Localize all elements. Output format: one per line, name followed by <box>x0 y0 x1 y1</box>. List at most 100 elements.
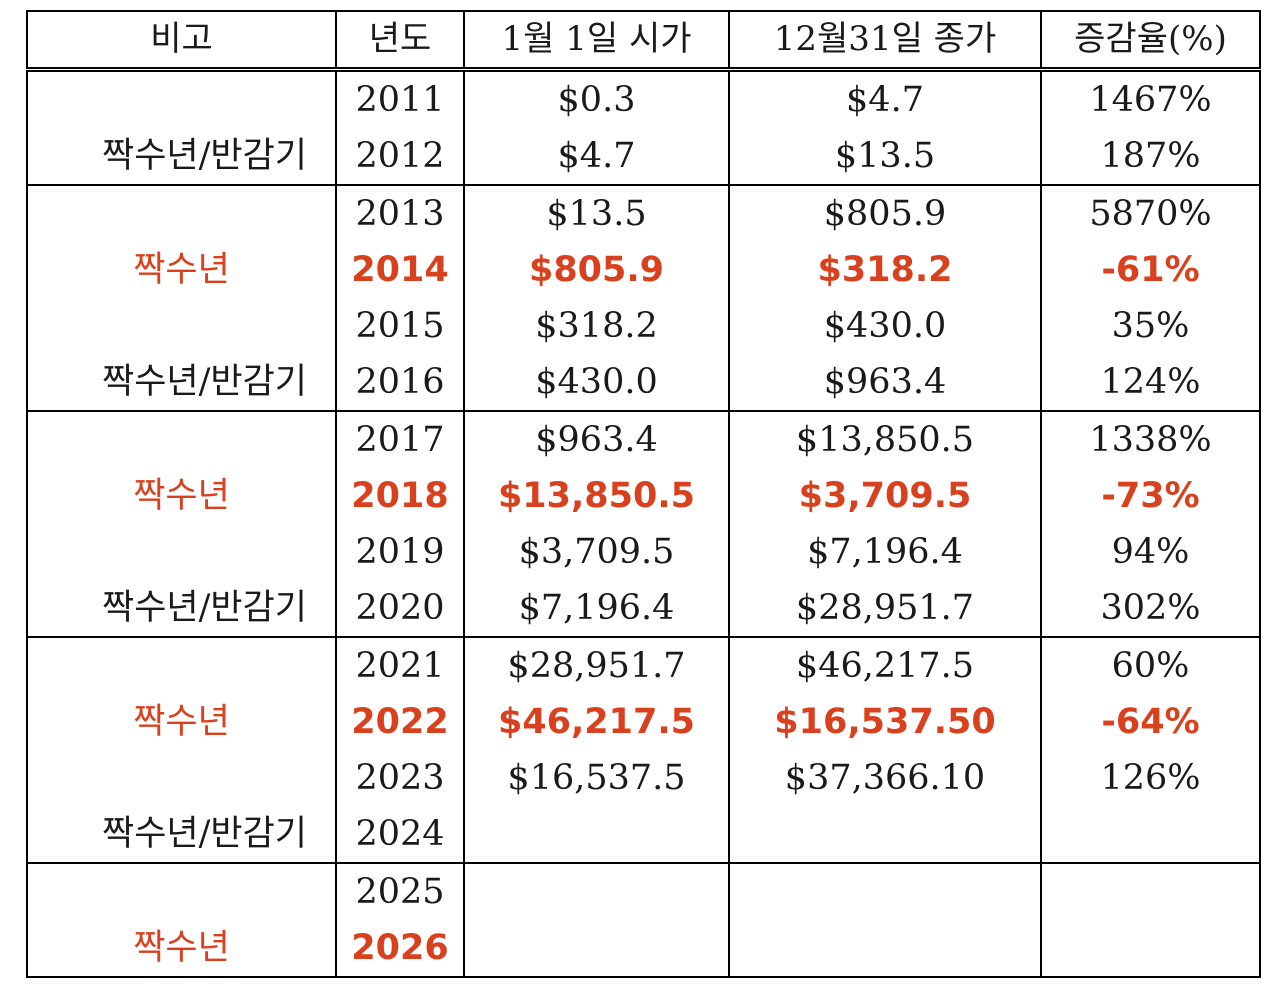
year-cell: 2017 <box>335 411 465 468</box>
table-row: 2025 <box>26 863 1261 920</box>
open-price-cell: $963.4 <box>463 411 730 468</box>
year-cell: 2019 <box>335 524 465 580</box>
open-price-cell: $16,537.5 <box>463 750 730 806</box>
remark-cell: 짝수년/반감기 <box>26 128 337 186</box>
year-cell: 2015 <box>335 298 465 354</box>
change-rate-cell <box>1040 863 1261 920</box>
open-price-cell: $13,850.5 <box>463 468 730 524</box>
close-price-cell: $4.7 <box>728 69 1042 128</box>
remark-cell: 짝수년/반감기 <box>26 354 337 412</box>
close-price-cell: $16,537.50 <box>728 694 1042 750</box>
year-cell: 2022 <box>335 694 465 750</box>
close-price-cell: $13.5 <box>728 128 1042 186</box>
table-row-highlight: 짝수년 2014 $805.9 $318.2 -61% <box>26 242 1261 298</box>
header-row: 비고 년도 1월 1일 시가 12월31일 종가 증감율(%) <box>26 10 1261 72</box>
table-row: 짝수년/반감기 2024 <box>26 806 1261 864</box>
header-remark: 비고 <box>26 10 337 72</box>
year-cell: 2020 <box>335 580 465 638</box>
open-price-cell: $7,196.4 <box>463 580 730 638</box>
change-rate-cell <box>1040 806 1261 864</box>
table-row: 짝수년/반감기 2020 $7,196.4 $28,951.7 302% <box>26 580 1261 638</box>
remark-cell <box>26 863 337 920</box>
change-rate-cell: 5870% <box>1040 185 1261 242</box>
open-price-cell: $0.3 <box>463 69 730 128</box>
table-row: 2021 $28,951.7 $46,217.5 60% <box>26 637 1261 694</box>
remark-cell <box>26 69 337 128</box>
open-price-cell: $28,951.7 <box>463 637 730 694</box>
change-rate-cell: 124% <box>1040 354 1261 412</box>
change-rate-cell: -73% <box>1040 468 1261 524</box>
table-row: 짝수년/반감기 2012 $4.7 $13.5 187% <box>26 128 1261 186</box>
table-row-highlight: 짝수년 2018 $13,850.5 $3,709.5 -73% <box>26 468 1261 524</box>
close-price-cell: $28,951.7 <box>728 580 1042 638</box>
open-price-cell <box>463 920 730 978</box>
year-cell: 2013 <box>335 185 465 242</box>
remark-cell: 짝수년 <box>26 920 337 978</box>
remark-cell: 짝수년/반감기 <box>26 806 337 864</box>
header-open-price: 1월 1일 시가 <box>463 10 730 72</box>
change-rate-cell: 94% <box>1040 524 1261 580</box>
change-rate-cell: 126% <box>1040 750 1261 806</box>
change-rate-cell: 1338% <box>1040 411 1261 468</box>
header-year: 년도 <box>335 10 465 72</box>
table-row: 2011 $0.3 $4.7 1467% <box>26 69 1261 128</box>
change-rate-cell: 187% <box>1040 128 1261 186</box>
remark-cell <box>26 637 337 694</box>
bitcoin-yearly-table-sheet: 비고 년도 1월 1일 시가 12월31일 종가 증감율(%) 2011 $0.… <box>26 10 1261 978</box>
close-price-cell: $318.2 <box>728 242 1042 298</box>
remark-cell: 짝수년 <box>26 468 337 524</box>
table-row: 2017 $963.4 $13,850.5 1338% <box>26 411 1261 468</box>
remark-cell <box>26 185 337 242</box>
change-rate-cell: 302% <box>1040 580 1261 638</box>
year-cell: 2014 <box>335 242 465 298</box>
table-row: 2015 $318.2 $430.0 35% <box>26 298 1261 354</box>
year-cell: 2012 <box>335 128 465 186</box>
change-rate-cell: -61% <box>1040 242 1261 298</box>
table-row-highlight: 짝수년 2022 $46,217.5 $16,537.50 -64% <box>26 694 1261 750</box>
table-row: 2023 $16,537.5 $37,366.10 126% <box>26 750 1261 806</box>
remark-cell <box>26 524 337 580</box>
year-cell: 2021 <box>335 637 465 694</box>
open-price-cell: $805.9 <box>463 242 730 298</box>
close-price-cell: $3,709.5 <box>728 468 1042 524</box>
close-price-cell: $13,850.5 <box>728 411 1042 468</box>
close-price-cell <box>728 920 1042 978</box>
table-row: 2013 $13.5 $805.9 5870% <box>26 185 1261 242</box>
header-close-price: 12월31일 종가 <box>728 10 1042 72</box>
change-rate-cell: 1467% <box>1040 69 1261 128</box>
close-price-cell: $805.9 <box>728 185 1042 242</box>
remark-cell <box>26 750 337 806</box>
year-cell: 2016 <box>335 354 465 412</box>
open-price-cell: $430.0 <box>463 354 730 412</box>
close-price-cell: $46,217.5 <box>728 637 1042 694</box>
remark-cell: 짝수년 <box>26 242 337 298</box>
table-row-highlight: 짝수년 2026 <box>26 920 1261 978</box>
close-price-cell: $430.0 <box>728 298 1042 354</box>
remark-cell: 짝수년 <box>26 694 337 750</box>
close-price-cell: $37,366.10 <box>728 750 1042 806</box>
table-row: 2019 $3,709.5 $7,196.4 94% <box>26 524 1261 580</box>
close-price-cell <box>728 806 1042 864</box>
bitcoin-yearly-table: 비고 년도 1월 1일 시가 12월31일 종가 증감율(%) 2011 $0.… <box>26 10 1261 978</box>
year-cell: 2018 <box>335 468 465 524</box>
remark-cell <box>26 298 337 354</box>
close-price-cell <box>728 863 1042 920</box>
open-price-cell: $4.7 <box>463 128 730 186</box>
open-price-cell: $46,217.5 <box>463 694 730 750</box>
open-price-cell: $3,709.5 <box>463 524 730 580</box>
open-price-cell: $318.2 <box>463 298 730 354</box>
table-row: 짝수년/반감기 2016 $430.0 $963.4 124% <box>26 354 1261 412</box>
year-cell: 2026 <box>335 920 465 978</box>
change-rate-cell: 35% <box>1040 298 1261 354</box>
open-price-cell <box>463 863 730 920</box>
header-change-rate: 증감율(%) <box>1040 10 1261 72</box>
year-cell: 2011 <box>335 69 465 128</box>
open-price-cell <box>463 806 730 864</box>
close-price-cell: $963.4 <box>728 354 1042 412</box>
change-rate-cell <box>1040 920 1261 978</box>
year-cell: 2023 <box>335 750 465 806</box>
change-rate-cell: 60% <box>1040 637 1261 694</box>
remark-cell: 짝수년/반감기 <box>26 580 337 638</box>
year-cell: 2025 <box>335 863 465 920</box>
year-cell: 2024 <box>335 806 465 864</box>
